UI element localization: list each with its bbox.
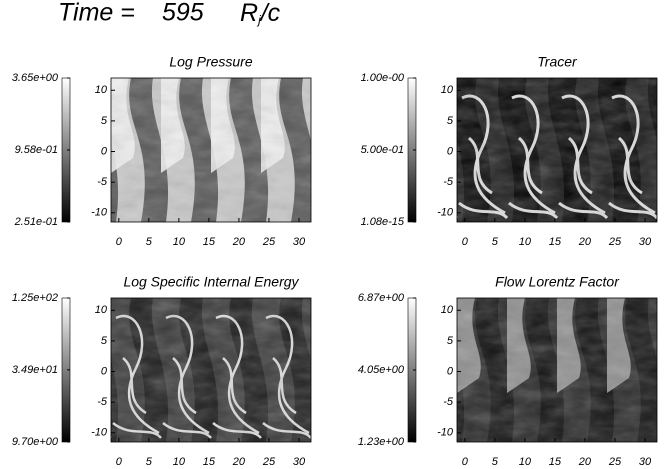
field-texture <box>111 78 311 222</box>
x-tick-label: 0 <box>116 456 123 468</box>
field-highlight <box>659 96 664 218</box>
y-tick-label: 10 <box>95 304 108 316</box>
field-image <box>111 78 335 222</box>
x-tick-label: 25 <box>608 456 622 468</box>
x-tick-label: 0 <box>462 236 469 248</box>
time-unit-sub: j <box>256 13 261 27</box>
field-highlight <box>657 298 664 393</box>
field-image <box>457 78 664 222</box>
field-texture <box>457 298 657 442</box>
field-highlight <box>313 316 361 438</box>
y-tick-label: -5 <box>443 176 454 188</box>
y-tick-label: 0 <box>447 365 454 377</box>
panel-title: Log Pressure <box>169 54 252 70</box>
x-tick-label: 20 <box>232 236 246 248</box>
panel-title: Log Specific Internal Energy <box>123 274 299 290</box>
x-tick-label: 10 <box>173 456 186 468</box>
y-tick-label: 10 <box>441 84 454 96</box>
panel-title: Flow Lorentz Factor <box>495 274 620 290</box>
colorbar-tick-label: 2.51e-01 <box>14 216 58 228</box>
y-tick-label: -10 <box>91 207 108 219</box>
field-highlight <box>311 78 335 173</box>
colorbar-tick-label: 1.25e+02 <box>12 292 58 304</box>
time-value: 595 <box>162 0 204 27</box>
x-tick-label: 30 <box>639 236 652 248</box>
y-tick-label: -5 <box>443 396 454 408</box>
field-texture <box>111 298 311 442</box>
x-tick-label: 30 <box>293 236 306 248</box>
time-unit-tail: /c <box>259 0 281 27</box>
colorbar-tick-label: 1.23e+00 <box>358 436 405 448</box>
x-tick-label: 15 <box>549 456 562 468</box>
y-tick-label: -10 <box>437 207 454 219</box>
frame <box>110 77 312 223</box>
x-tick-label: 25 <box>608 236 622 248</box>
colorbar-tick-label: 1.00e-00 <box>361 72 405 84</box>
colorbar-tick-label: 3.49e+01 <box>12 364 58 376</box>
y-tick-label: 5 <box>447 115 454 127</box>
x-tick-label: 20 <box>232 456 246 468</box>
x-tick-label: 0 <box>116 236 123 248</box>
y-tick-label: 5 <box>101 115 108 127</box>
y-tick-label: 0 <box>101 145 108 157</box>
colorbar-tick-label: 9.58e-01 <box>15 144 58 156</box>
x-tick-label: 10 <box>519 456 532 468</box>
x-tick-label: 5 <box>146 456 153 468</box>
x-tick-label: 15 <box>549 236 562 248</box>
x-tick-label: 5 <box>146 236 153 248</box>
x-tick-label: 25 <box>262 236 276 248</box>
panel-title: Tracer <box>537 54 578 70</box>
colorbar-tick-label: 4.05e+00 <box>358 364 405 376</box>
field-image <box>457 298 664 442</box>
y-tick-label: 0 <box>447 145 454 157</box>
x-tick-label: 20 <box>578 236 592 248</box>
y-tick-label: 0 <box>101 365 108 377</box>
x-tick-label: 5 <box>492 236 499 248</box>
y-tick-label: -5 <box>97 176 108 188</box>
frame <box>110 297 312 443</box>
y-tick-label: 5 <box>447 335 454 347</box>
x-tick-label: 15 <box>203 236 216 248</box>
y-tick-label: -10 <box>91 427 108 439</box>
x-tick-label: 5 <box>492 456 499 468</box>
field-texture <box>457 78 657 222</box>
x-tick-label: 30 <box>639 456 652 468</box>
x-tick-label: 15 <box>203 456 216 468</box>
colorbar-tick-label: 5.00e-01 <box>361 144 404 156</box>
colorbar-tick-label: 3.65e+00 <box>12 72 59 84</box>
x-tick-label: 30 <box>293 456 306 468</box>
colorbar-tick-label: 6.87e+00 <box>358 292 405 304</box>
time-unit-r: R <box>240 0 258 27</box>
colorbar-tick-label: 1.08e-15 <box>361 216 405 228</box>
frame <box>456 297 658 443</box>
time-unit: Rj/c <box>240 0 281 27</box>
x-tick-label: 25 <box>262 456 276 468</box>
field-image <box>111 298 361 442</box>
x-tick-label: 20 <box>578 456 592 468</box>
y-tick-label: 5 <box>101 335 108 347</box>
time-label: Time = <box>58 0 135 27</box>
x-tick-label: 10 <box>519 236 532 248</box>
colorbar-tick-label: 9.70e+00 <box>12 436 59 448</box>
y-tick-label: 10 <box>441 304 454 316</box>
frame <box>456 77 658 223</box>
y-tick-label: 10 <box>95 84 108 96</box>
x-tick-label: 0 <box>462 456 469 468</box>
y-tick-label: -10 <box>437 427 454 439</box>
x-tick-label: 10 <box>173 236 186 248</box>
y-tick-label: -5 <box>97 396 108 408</box>
